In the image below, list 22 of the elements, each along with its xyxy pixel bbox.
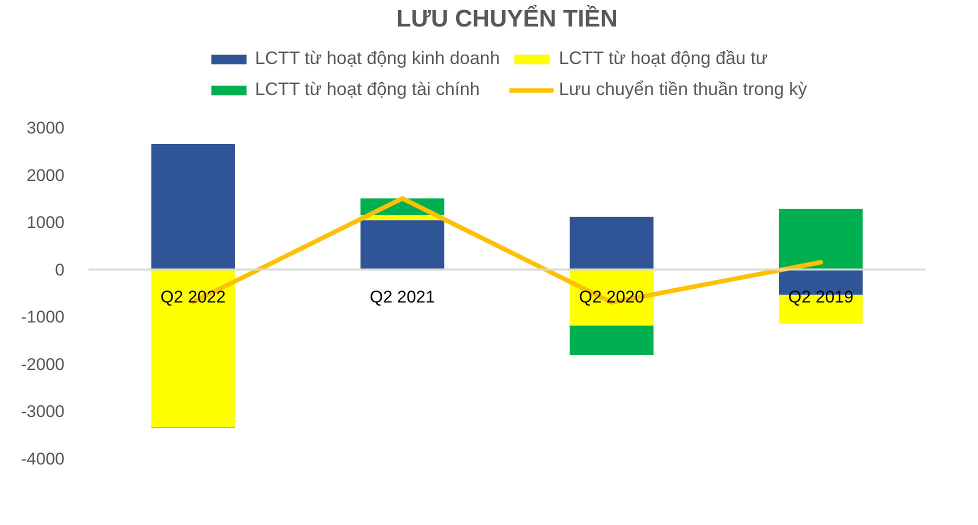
- legend-label: LCTT từ hoạt động kinh doanh: [254, 48, 500, 69]
- chart-title: LƯU CHUYỂN TIỀN: [396, 4, 618, 32]
- y-tick-label: 2000: [26, 166, 65, 185]
- x-tick-label: Q2 2020: [579, 287, 644, 306]
- bar: [151, 144, 235, 270]
- bar: [779, 208, 863, 270]
- x-tick-label: Q2 2022: [160, 287, 226, 306]
- y-tick-label: -3000: [21, 402, 65, 422]
- legend-label: Lưu chuyển tiền thuần trong kỳ: [558, 79, 808, 100]
- bar: [570, 216, 654, 270]
- bar: [151, 269, 235, 428]
- y-tick-label: 1000: [26, 213, 65, 232]
- y-tick-label: -2000: [21, 354, 65, 374]
- x-tick-label: Q2 2021: [370, 287, 435, 306]
- y-tick-label: 3000: [26, 118, 65, 138]
- legend-label: LCTT từ hoạt động đầu tư: [558, 48, 768, 69]
- bar: [570, 326, 654, 355]
- y-tick-label: -4000: [21, 450, 65, 468]
- bar: [360, 220, 444, 270]
- y-tick-label: 0: [55, 260, 65, 280]
- y-tick-label: -1000: [21, 308, 65, 327]
- legend-label: LCTT từ hoạt động tài chính: [254, 79, 480, 100]
